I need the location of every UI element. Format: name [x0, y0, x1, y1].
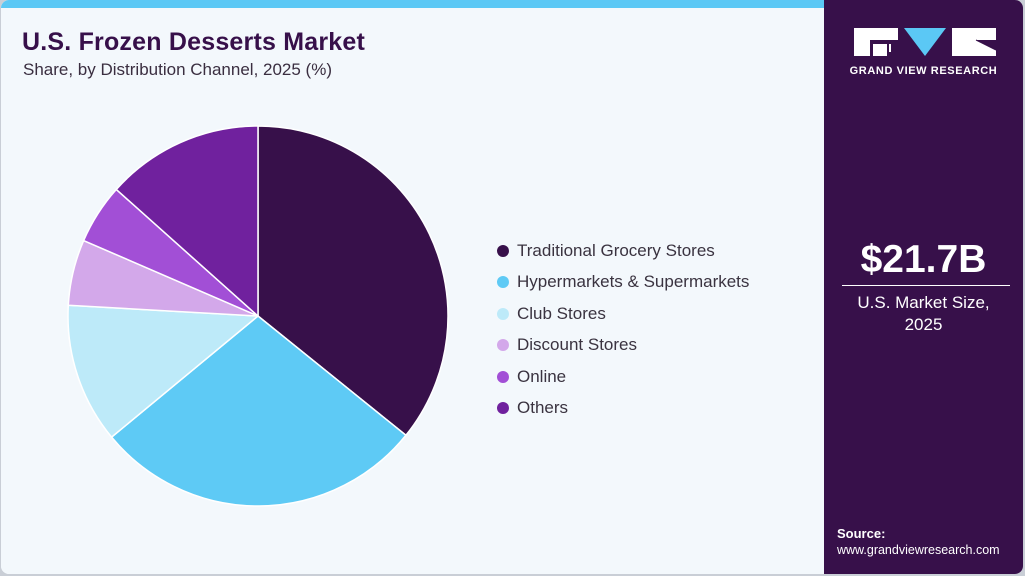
legend-item-club-stores: Club Stores	[497, 298, 749, 330]
legend-item-online: Online	[497, 361, 749, 393]
legend-label: Club Stores	[517, 303, 606, 323]
market-size-value: $21.7B	[860, 238, 987, 281]
accent-bar	[1, 0, 824, 8]
legend-item-traditional-grocery: Traditional Grocery Stores	[497, 235, 749, 267]
market-size-label-line1: U.S. Market Size,	[857, 293, 990, 312]
legend-item-discount-stores: Discount Stores	[497, 330, 749, 362]
gvr-logo-icon	[854, 28, 996, 56]
chart-title: U.S. Frozen Desserts Market	[22, 28, 366, 56]
side-panel: GRAND VIEW RESEARCH $21.7B U.S. Market S…	[824, 0, 1023, 574]
stat-divider	[842, 285, 1010, 286]
chart-area: U.S. Frozen Desserts Market Share, by Di…	[1, 0, 824, 574]
source-link[interactable]: www.grandviewresearch.com	[837, 543, 1000, 557]
legend-label: Online	[517, 366, 567, 386]
legend-item-others: Others	[497, 393, 749, 425]
pie-chart	[67, 125, 449, 507]
legend-label: Discount Stores	[517, 335, 637, 355]
legend-label: Traditional Grocery Stores	[517, 240, 715, 260]
market-size-label-line2: 2025	[904, 315, 943, 334]
pie-slice-club-stores	[67, 304, 259, 438]
legend-item-hypermarkets: Hypermarkets & Supermarkets	[497, 267, 749, 299]
legend-swatch-icon	[497, 276, 509, 289]
legend-swatch-icon	[497, 339, 509, 352]
chart-subtitle: Share, by Distribution Channel, 2025 (%)	[23, 60, 332, 79]
market-size-label: U.S. Market Size, 2025	[824, 292, 1023, 336]
pie-slice-others	[115, 125, 259, 317]
source-label: Source:	[837, 526, 886, 541]
brand-name: GRAND VIEW RESEARCH	[849, 65, 998, 77]
legend-swatch-icon	[497, 307, 509, 320]
legend-swatch-icon	[497, 370, 509, 383]
pie-slices	[67, 125, 449, 507]
legend-swatch-icon	[497, 402, 509, 415]
pie-slice-hypermarkets-supermarkets	[110, 315, 407, 507]
legend: Traditional Grocery Stores Hypermarkets …	[497, 235, 749, 424]
legend-swatch-icon	[497, 244, 509, 257]
legend-label: Others	[517, 398, 569, 418]
pie-slice-traditional-grocery-stores	[257, 125, 449, 437]
legend-label: Hypermarkets & Supermarkets	[517, 272, 750, 292]
